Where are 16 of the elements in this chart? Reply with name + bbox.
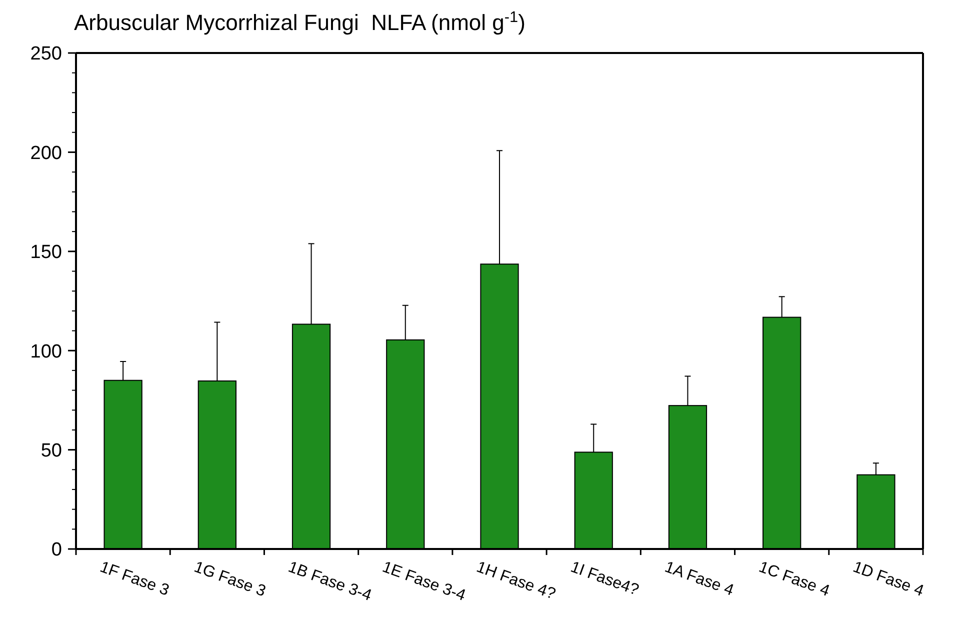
x-tick-label: 1H Fase 4? xyxy=(474,558,558,604)
x-tick-label: 1F Fase 3 xyxy=(98,558,172,600)
y-tick-label: 200 xyxy=(30,142,62,164)
chart-title: Arbuscular Mycorrhizal Fungi NLFA (nmol g$^{-1}$) xyxy=(74,8,526,35)
x-tick-label: 1G Fase 3 xyxy=(192,558,268,600)
x-tick-label: 1I Fase4? xyxy=(568,558,642,600)
x-tick-label: 1E Fase 3-4 xyxy=(380,558,468,605)
x-tick-label: 1B Fase 3-4 xyxy=(286,558,374,605)
x-tick-label: 1C Fase 4 xyxy=(756,558,832,600)
x-tick-label: 1A Fase 4 xyxy=(662,558,736,600)
y-tick-label: 250 xyxy=(30,44,62,65)
y-tick-label: 50 xyxy=(40,440,62,462)
y-tick-label: 100 xyxy=(30,341,62,362)
x-tick-label: 1D Fase 4 xyxy=(850,558,926,600)
y-tick-label: 150 xyxy=(30,242,62,264)
y-tick-label: 0 xyxy=(51,540,62,561)
